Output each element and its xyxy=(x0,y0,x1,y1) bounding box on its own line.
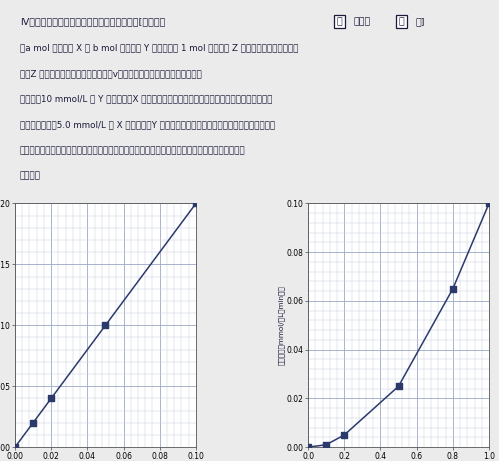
Point xyxy=(322,441,330,449)
Text: まず，10 mmol/L の Y の存在下，X の濃度を変えて反応速度を測定した。その結果を図３に: まず，10 mmol/L の Y の存在下，X の濃度を変えて反応速度を測定した… xyxy=(19,95,272,104)
Text: ～: ～ xyxy=(354,17,371,26)
Text: 考えよ。: 考えよ。 xyxy=(19,171,41,181)
Text: 示す。つぎに，5.0 mmol/L の X の存在下，Y の濃度を変えて反応速度を測定した。その結果を: 示す。つぎに，5.0 mmol/L の X の存在下，Y の濃度を変えて反応速度… xyxy=(19,120,275,130)
Point xyxy=(192,200,200,207)
Text: IV　次の文章を読み，以下の問いに答えよ。[解答欄: IV 次の文章を読み，以下の問いに答えよ。[解答欄 xyxy=(19,17,165,26)
Y-axis label: 反応速度［mmol/（Lシmin）］: 反応速度［mmol/（Lシmin）］ xyxy=(278,285,285,365)
Text: a mol の化合物 X と b mol の化合物 Y が反応し， 1 mol の化合物 Z が生成する溶液反応があ: a mol の化合物 X と b mol の化合物 Y が反応し， 1 mol … xyxy=(19,43,298,53)
Text: ア: ア xyxy=(337,17,343,26)
Text: る。Z の生成速度をこの反応の速度（v）として，以下のように測定した。: る。Z の生成速度をこの反応の速度（v）として，以下のように測定した。 xyxy=(19,69,202,78)
Point xyxy=(395,383,403,390)
Point xyxy=(47,395,55,402)
Point xyxy=(304,443,312,451)
Text: キ: キ xyxy=(398,17,404,26)
Point xyxy=(11,443,19,451)
Text: ]: ] xyxy=(416,17,425,26)
Point xyxy=(340,431,348,439)
Point xyxy=(485,200,493,207)
Text: 図４に示す。反応速度は反応開始の極めて短い時間で測定したものである。逆反応はないとして: 図４に示す。反応速度は反応開始の極めて短い時間で測定したものである。逆反応はない… xyxy=(19,146,246,155)
Point xyxy=(101,322,109,329)
Point xyxy=(29,419,37,426)
Point xyxy=(449,285,457,292)
